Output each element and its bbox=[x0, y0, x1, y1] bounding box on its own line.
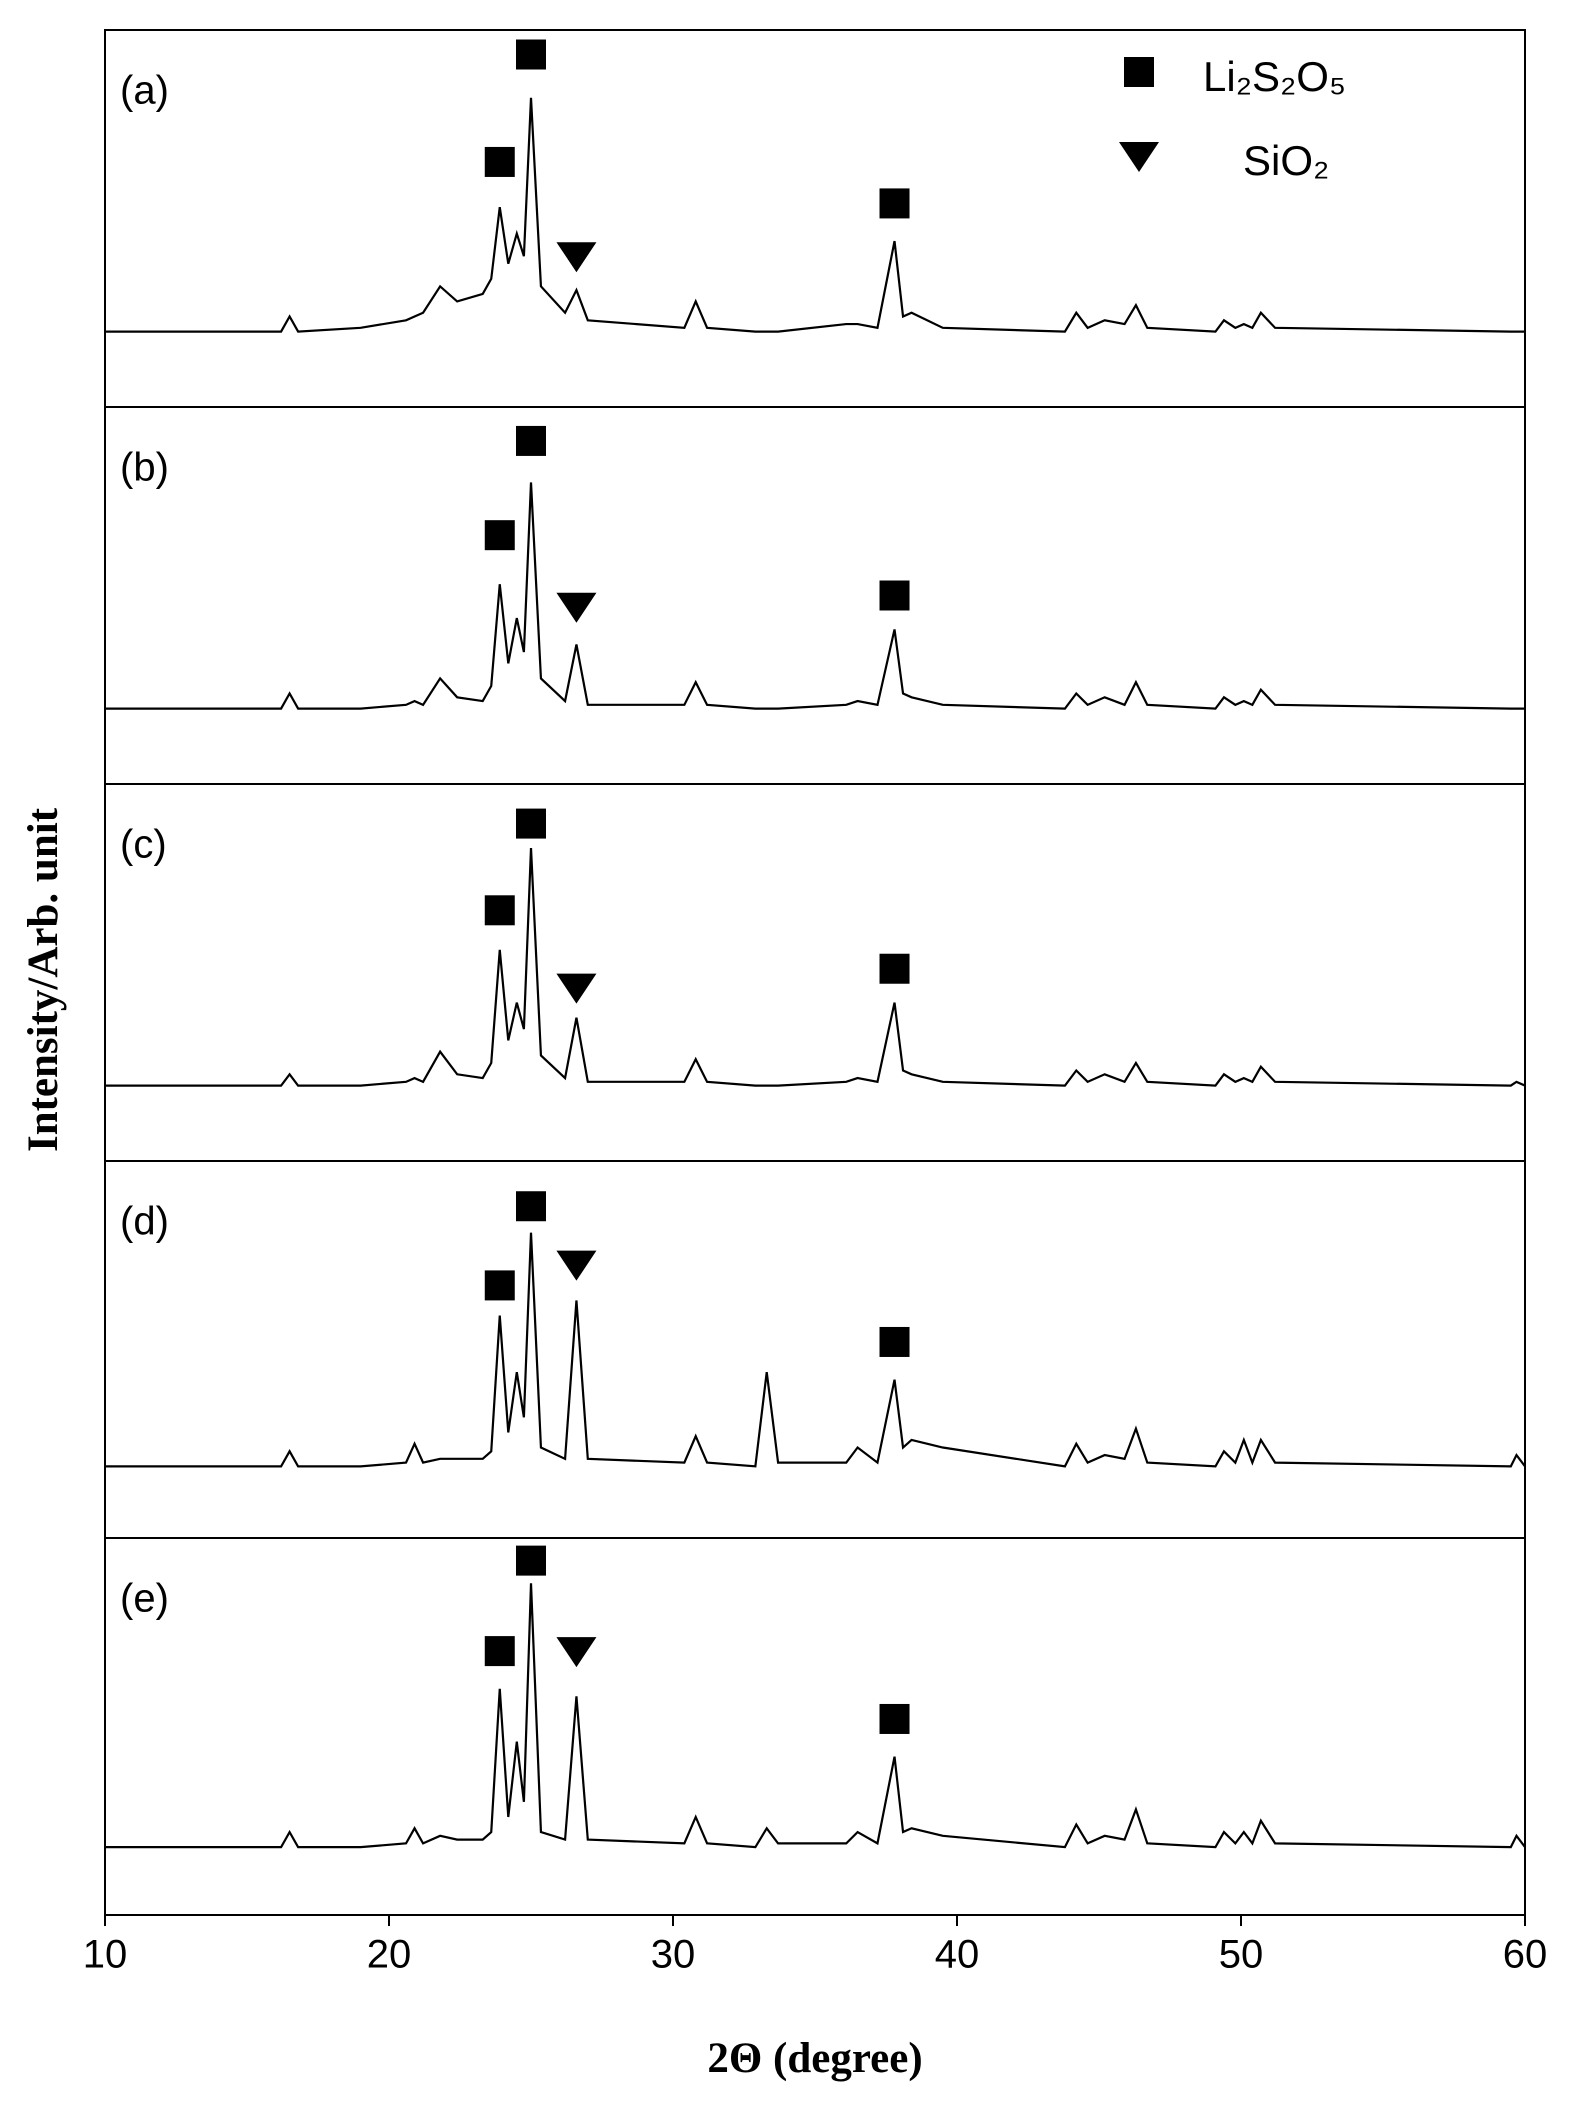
panel-label: (d) bbox=[120, 1200, 169, 1244]
peak-marker bbox=[879, 580, 910, 611]
peak-marker bbox=[484, 146, 515, 177]
x-tick-label: 60 bbox=[1503, 1933, 1548, 1977]
x-tick-label: 40 bbox=[935, 1933, 980, 1977]
peak-marker bbox=[879, 953, 910, 984]
legend-text: SiO₂ bbox=[1243, 137, 1329, 184]
spectrum-line bbox=[105, 1232, 1526, 1468]
peak-marker bbox=[879, 1326, 910, 1357]
peak-marker bbox=[484, 895, 515, 926]
panel-frame bbox=[104, 1537, 1526, 1916]
peak-marker bbox=[484, 1636, 515, 1667]
panel-frame bbox=[104, 406, 1526, 785]
panel-frame bbox=[104, 783, 1526, 1162]
peak-marker bbox=[484, 520, 515, 551]
x-axis-label: 2Θ (degree) bbox=[707, 2035, 922, 2082]
panel-label: (e) bbox=[120, 1577, 169, 1621]
peak-marker bbox=[516, 1191, 546, 1222]
peak-marker bbox=[879, 1703, 910, 1734]
peak-marker bbox=[484, 1270, 515, 1301]
x-tick-label: 20 bbox=[367, 1933, 412, 1977]
spectrum-line bbox=[105, 482, 1525, 710]
legend-symbol bbox=[1119, 142, 1159, 172]
peak-marker bbox=[556, 592, 597, 623]
spectrum-line bbox=[105, 97, 1525, 333]
x-tick-label: 10 bbox=[83, 1933, 128, 1977]
spectrum-line bbox=[105, 1583, 1526, 1849]
peak-marker bbox=[556, 973, 597, 1004]
spectrum-line bbox=[105, 848, 1526, 1087]
panel-label: (a) bbox=[120, 69, 169, 113]
y-axis-label: Intensity/Arb. unit bbox=[20, 807, 67, 1152]
peak-marker bbox=[516, 1545, 546, 1576]
panel-label: (b) bbox=[120, 446, 169, 490]
peak-marker bbox=[556, 1250, 597, 1281]
peak-marker bbox=[516, 808, 546, 839]
peak-marker bbox=[556, 242, 597, 273]
peak-marker bbox=[516, 425, 546, 456]
peak-marker bbox=[556, 1637, 597, 1668]
panel-label: (c) bbox=[120, 823, 167, 867]
legend-symbol bbox=[1124, 57, 1154, 87]
legend-text: Li₂S₂O₅ bbox=[1203, 53, 1346, 100]
peak-marker bbox=[516, 39, 546, 70]
panel-frame bbox=[104, 1160, 1526, 1539]
x-tick-label: 50 bbox=[1219, 1933, 1264, 1977]
x-tick-label: 30 bbox=[651, 1933, 696, 1977]
peak-marker bbox=[879, 188, 910, 219]
